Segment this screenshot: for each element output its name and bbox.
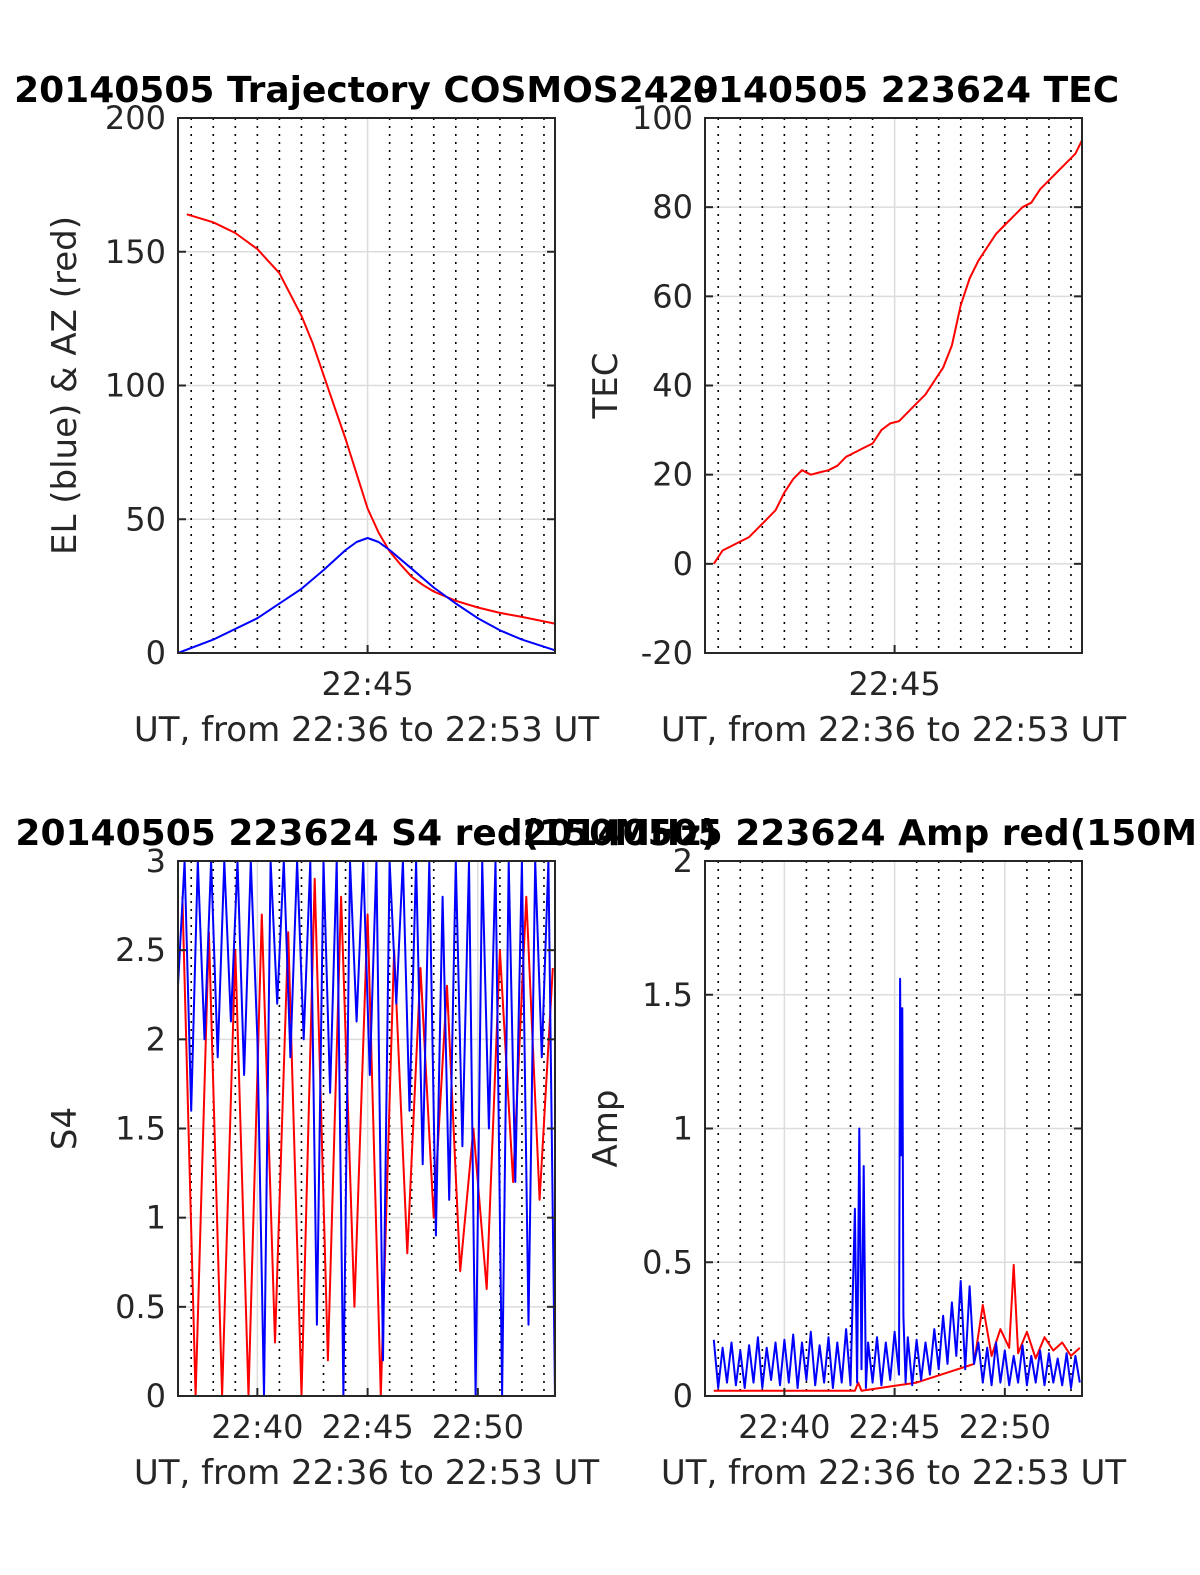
y-tick-label: 1	[146, 1199, 166, 1237]
x-axis-label: UT, from 22:36 to 22:53 UT	[134, 1453, 600, 1493]
chart-title: 20140505 223624 Amp red(150MHz)	[522, 813, 1200, 854]
x-axis-label: UT, from 22:36 to 22:53 UT	[134, 710, 600, 750]
panel-amp: 0 0.5 1 1.5 2 22:40 22:45 22:50 20140505 223624…	[522, 813, 1200, 1493]
y-tick-label: 2	[146, 1020, 166, 1058]
blue-series-line	[712, 977, 1081, 1389]
y-tick-label: 2.5	[115, 931, 166, 969]
blue-series-line	[178, 537, 555, 653]
x-tick-label: 22:50	[959, 1408, 1051, 1446]
y-tick-label: 0	[673, 1377, 693, 1415]
y-tick-label: 100	[632, 99, 693, 137]
x-tick-label: 22:45	[848, 665, 940, 703]
x-tick-label: 22:40	[211, 1408, 303, 1446]
y-axis-label: EL (blue) & AZ (red)	[45, 216, 85, 555]
y-tick-label: 0	[146, 634, 166, 672]
y-tick-label: 0.5	[642, 1243, 693, 1281]
chart-title: 20140505 223624 S4 red(150MHz)	[15, 813, 717, 854]
y-tick-label: 20	[652, 456, 693, 494]
y-axis-label: Amp	[586, 1090, 626, 1168]
y-tick-label: 2	[673, 842, 693, 880]
y-tick-label: 40	[652, 367, 693, 405]
y-tick-label: 200	[105, 99, 166, 137]
red-series-line	[713, 1263, 1081, 1392]
x-axis-label: UT, from 22:36 to 22:53 UT	[661, 1453, 1127, 1493]
y-tick-label: 1.5	[115, 1110, 166, 1148]
y-tick-label: 1	[673, 1110, 693, 1148]
y-tick-label: 3	[146, 842, 166, 880]
x-tick-label: 22:45	[321, 665, 413, 703]
panel-s4: 0 0.5 1 1.5 2 2.5 3 22:40 22:45 22:50 20140505 22…	[15, 813, 717, 1493]
blue-series-line	[178, 861, 555, 1396]
red-series-line	[712, 139, 1082, 565]
y-tick-label: 50	[125, 500, 166, 538]
y-tick-label: 0	[146, 1377, 166, 1415]
red-series-line	[186, 213, 555, 625]
panel-tec: -20 0 20 40 60 80 100 22:45 20140505 223624 TEC…	[586, 70, 1126, 750]
y-tick-label: 100	[105, 367, 166, 405]
x-tick-label: 22:45	[321, 1408, 413, 1446]
x-tick-label: 22:50	[432, 1408, 524, 1446]
y-tick-label: 0.5	[115, 1288, 166, 1326]
y-tick-label: 60	[652, 277, 693, 315]
y-axis-label: TEC	[586, 353, 626, 420]
y-axis-label: S4	[45, 1107, 85, 1150]
red-series-line	[181, 877, 554, 1396]
x-axis-label: UT, from 22:36 to 22:53 UT	[661, 710, 1127, 750]
x-tick-label: 22:40	[738, 1408, 830, 1446]
chart-title: 20140505 223624 TEC	[668, 70, 1119, 111]
y-tick-label: 0	[673, 545, 693, 583]
y-tick-label: 150	[105, 233, 166, 271]
y-tick-label: -20	[641, 634, 693, 672]
x-tick-label: 22:45	[848, 1408, 940, 1446]
chart-title: 20140505 Trajectory COSMOS2429	[14, 70, 719, 111]
y-tick-label: 1.5	[642, 976, 693, 1014]
y-tick-label: 80	[652, 188, 693, 226]
